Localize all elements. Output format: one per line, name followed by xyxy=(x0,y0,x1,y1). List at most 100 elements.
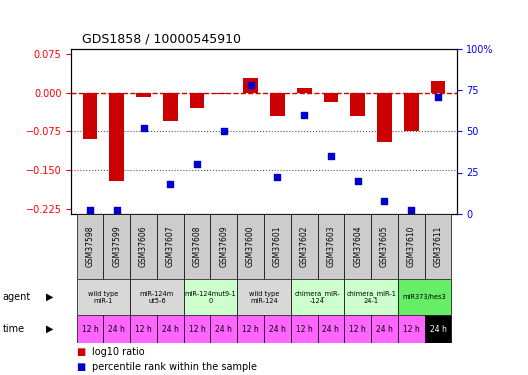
Bar xyxy=(344,279,398,315)
Text: GSM37603: GSM37603 xyxy=(326,226,335,267)
Text: miR-124mut9-1
0: miR-124mut9-1 0 xyxy=(185,291,236,304)
Text: ▶: ▶ xyxy=(46,292,54,302)
Text: GDS1858 / 10000545910: GDS1858 / 10000545910 xyxy=(82,32,241,45)
Bar xyxy=(317,214,344,279)
Bar xyxy=(77,279,130,315)
Text: miR373/hes3: miR373/hes3 xyxy=(403,294,447,300)
Bar xyxy=(398,214,425,279)
Bar xyxy=(264,315,291,343)
Bar xyxy=(237,279,291,315)
Text: 12 h: 12 h xyxy=(188,325,205,334)
Text: GSM37605: GSM37605 xyxy=(380,226,389,267)
Text: agent: agent xyxy=(3,292,31,302)
Bar xyxy=(136,93,151,97)
Text: 12 h: 12 h xyxy=(242,325,259,334)
Bar xyxy=(103,315,130,343)
Text: GSM37606: GSM37606 xyxy=(139,226,148,267)
Bar xyxy=(291,279,344,315)
Text: 12 h: 12 h xyxy=(403,325,420,334)
Bar xyxy=(291,315,317,343)
Text: 24 h: 24 h xyxy=(215,325,232,334)
Bar xyxy=(157,315,184,343)
Text: time: time xyxy=(3,324,25,334)
Text: miR-124m
ut5-6: miR-124m ut5-6 xyxy=(140,291,174,304)
Text: GSM37602: GSM37602 xyxy=(300,226,309,267)
Bar xyxy=(264,214,291,279)
Bar xyxy=(371,214,398,279)
Bar xyxy=(216,93,231,94)
Bar xyxy=(184,279,237,315)
Text: 24 h: 24 h xyxy=(376,325,393,334)
Bar xyxy=(425,315,451,343)
Bar xyxy=(344,315,371,343)
Bar xyxy=(291,214,317,279)
Bar xyxy=(83,93,97,139)
Bar xyxy=(211,315,237,343)
Text: chimera_miR-
-124: chimera_miR- -124 xyxy=(295,290,341,304)
Bar xyxy=(344,214,371,279)
Point xyxy=(139,125,148,131)
Text: GSM37600: GSM37600 xyxy=(246,226,255,267)
Point xyxy=(434,94,442,100)
Bar xyxy=(184,315,211,343)
Point xyxy=(380,198,389,204)
Text: 12 h: 12 h xyxy=(296,325,313,334)
Bar xyxy=(157,214,184,279)
Text: GSM37599: GSM37599 xyxy=(112,226,121,267)
Point xyxy=(220,128,228,134)
Bar xyxy=(130,214,157,279)
Bar xyxy=(211,214,237,279)
Bar xyxy=(77,214,103,279)
Text: 24 h: 24 h xyxy=(162,325,179,334)
Point xyxy=(247,82,255,88)
Text: percentile rank within the sample: percentile rank within the sample xyxy=(92,362,258,372)
Bar xyxy=(350,93,365,116)
Text: 24 h: 24 h xyxy=(430,325,446,334)
Text: GSM37608: GSM37608 xyxy=(193,226,202,267)
Bar xyxy=(404,93,419,131)
Point xyxy=(327,153,335,159)
Bar xyxy=(425,214,451,279)
Point xyxy=(86,207,94,213)
Bar xyxy=(243,78,258,93)
Bar xyxy=(130,279,184,315)
Text: wild type
miR-1: wild type miR-1 xyxy=(88,291,119,304)
Text: 24 h: 24 h xyxy=(323,325,340,334)
Text: 24 h: 24 h xyxy=(269,325,286,334)
Point xyxy=(300,112,308,118)
Text: 24 h: 24 h xyxy=(108,325,125,334)
Bar xyxy=(109,93,124,181)
Text: ■: ■ xyxy=(77,362,86,372)
Bar xyxy=(371,315,398,343)
Bar xyxy=(431,81,445,93)
Bar xyxy=(130,315,157,343)
Text: GSM37604: GSM37604 xyxy=(353,226,362,267)
Text: GSM37610: GSM37610 xyxy=(407,226,416,267)
Text: GSM37609: GSM37609 xyxy=(219,226,228,267)
Bar xyxy=(324,93,338,102)
Text: chimera_miR-1
24-1: chimera_miR-1 24-1 xyxy=(346,290,396,304)
Text: GSM37601: GSM37601 xyxy=(273,226,282,267)
Bar xyxy=(297,88,312,93)
Text: wild type
miR-124: wild type miR-124 xyxy=(249,291,279,304)
Bar xyxy=(190,93,204,108)
Text: GSM37598: GSM37598 xyxy=(86,226,95,267)
Bar xyxy=(398,279,451,315)
Text: 12 h: 12 h xyxy=(82,325,98,334)
Point xyxy=(112,207,121,213)
Bar xyxy=(237,214,264,279)
Point xyxy=(166,181,175,187)
Bar xyxy=(184,214,211,279)
Bar xyxy=(237,315,264,343)
Text: log10 ratio: log10 ratio xyxy=(92,346,145,357)
Point xyxy=(407,207,416,213)
Text: GSM37607: GSM37607 xyxy=(166,226,175,267)
Text: ▶: ▶ xyxy=(46,324,54,334)
Bar xyxy=(103,214,130,279)
Bar xyxy=(77,315,103,343)
Text: GSM37611: GSM37611 xyxy=(433,226,442,267)
Text: ■: ■ xyxy=(77,346,86,357)
Bar xyxy=(270,93,285,116)
Point xyxy=(273,174,281,180)
Bar xyxy=(163,93,178,121)
